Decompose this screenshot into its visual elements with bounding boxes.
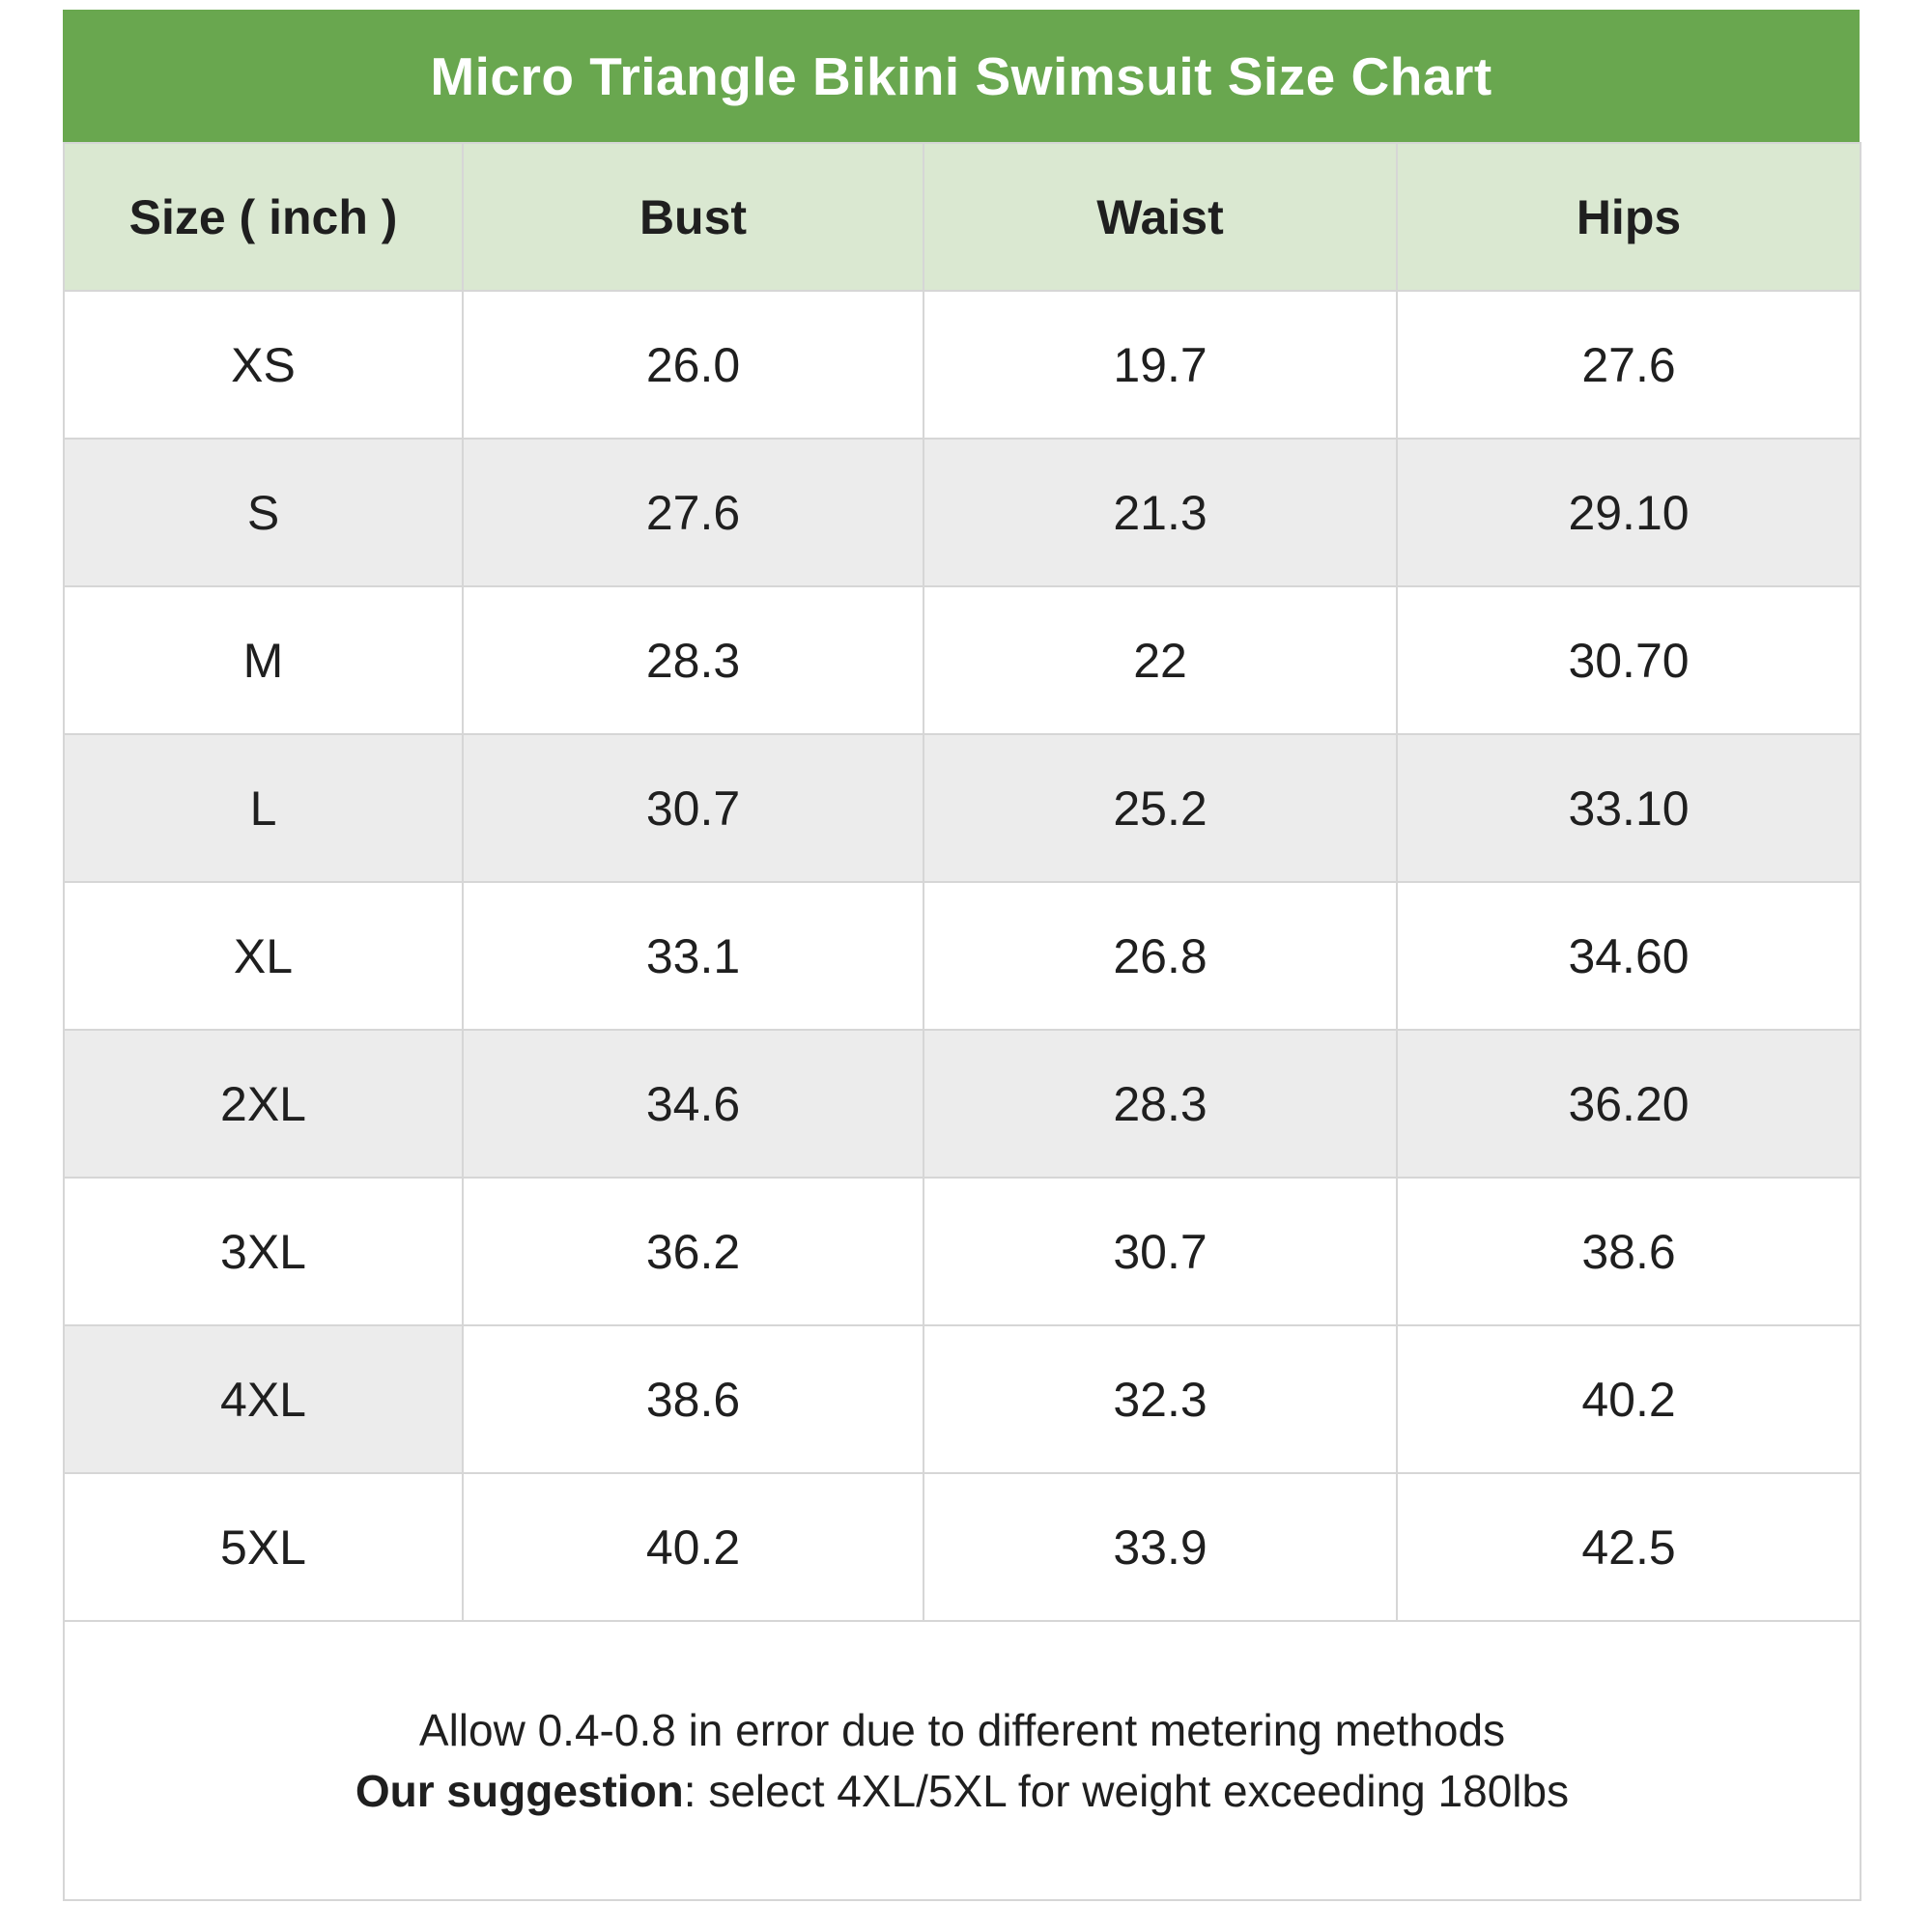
size-cell: 5XL — [63, 1472, 464, 1622]
size-cell: 3XL — [63, 1177, 464, 1326]
hips-cell: 36.20 — [1396, 1029, 1861, 1179]
waist-cell: 19.7 — [923, 290, 1398, 440]
header-row: Size ( inch ) Bust Waist Hips — [63, 142, 1861, 292]
waist-cell: 25.2 — [923, 733, 1398, 883]
col-header-size: Size ( inch ) — [63, 142, 464, 292]
size-cell: XS — [63, 290, 464, 440]
hips-cell: 30.70 — [1396, 585, 1861, 735]
waist-cell: 21.3 — [923, 438, 1398, 587]
size-cell: 4XL — [63, 1324, 464, 1474]
bust-cell: 26.0 — [462, 290, 924, 440]
note-rest: : select 4XL/5XL for weight exceeding 18… — [683, 1765, 1570, 1816]
note-line-1: Allow 0.4-0.8 in error due to different … — [418, 1704, 1506, 1755]
waist-cell: 28.3 — [923, 1029, 1398, 1179]
table-row-4xl: 4XL 38.6 32.3 40.2 — [63, 1324, 1861, 1474]
waist-cell: 22 — [923, 585, 1398, 735]
bust-cell: 27.6 — [462, 438, 924, 587]
table-row-xl: XL 33.1 26.8 34.60 — [63, 881, 1861, 1031]
col-header-hips: Hips — [1396, 142, 1861, 292]
footer-row: Allow 0.4-0.8 in error due to different … — [63, 1620, 1861, 1901]
col-header-waist: Waist — [923, 142, 1398, 292]
col-header-bust: Bust — [462, 142, 924, 292]
chart-title: Micro Triangle Bikini Swimsuit Size Char… — [430, 45, 1492, 106]
size-cell: S — [63, 438, 464, 587]
note-line-2: Our suggestion: select 4XL/5XL for weigh… — [65, 1761, 1860, 1822]
note-bold: Our suggestion — [355, 1765, 684, 1816]
waist-cell: 30.7 — [923, 1177, 1398, 1326]
bust-cell: 36.2 — [462, 1177, 924, 1326]
hips-cell: 38.6 — [1396, 1177, 1861, 1326]
bust-cell: 38.6 — [462, 1324, 924, 1474]
table-row-m: M 28.3 22 30.70 — [63, 585, 1861, 735]
waist-cell: 33.9 — [923, 1472, 1398, 1622]
bust-cell: 33.1 — [462, 881, 924, 1031]
hips-cell: 42.5 — [1396, 1472, 1861, 1622]
size-table: Size ( inch ) Bust Waist Hips XS 26.0 19… — [63, 142, 1861, 1901]
hips-cell: 29.10 — [1396, 438, 1861, 587]
title-bar: Micro Triangle Bikini Swimsuit Size Char… — [63, 10, 1860, 142]
size-cell: 2XL — [63, 1029, 464, 1179]
size-cell: XL — [63, 881, 464, 1031]
table-row-s: S 27.6 21.3 29.10 — [63, 438, 1861, 587]
hips-cell: 33.10 — [1396, 733, 1861, 883]
table-row-3xl: 3XL 36.2 30.7 38.6 — [63, 1177, 1861, 1326]
size-cell: M — [63, 585, 464, 735]
waist-cell: 26.8 — [923, 881, 1398, 1031]
waist-cell: 32.3 — [923, 1324, 1398, 1474]
hips-cell: 27.6 — [1396, 290, 1861, 440]
bust-cell: 34.6 — [462, 1029, 924, 1179]
size-chart: Micro Triangle Bikini Swimsuit Size Char… — [63, 10, 1861, 1901]
bust-cell: 28.3 — [462, 585, 924, 735]
table-row-2xl: 2XL 34.6 28.3 36.20 — [63, 1029, 1861, 1179]
bust-cell: 30.7 — [462, 733, 924, 883]
bust-cell: 40.2 — [462, 1472, 924, 1622]
hips-cell: 34.60 — [1396, 881, 1861, 1031]
size-cell: L — [63, 733, 464, 883]
table-row-xs: XS 26.0 19.7 27.6 — [63, 290, 1861, 440]
table-row-5xl: 5XL 40.2 33.9 42.5 — [63, 1472, 1861, 1622]
footer-note: Allow 0.4-0.8 in error due to different … — [63, 1620, 1861, 1901]
hips-cell: 40.2 — [1396, 1324, 1861, 1474]
table-row-l: L 30.7 25.2 33.10 — [63, 733, 1861, 883]
